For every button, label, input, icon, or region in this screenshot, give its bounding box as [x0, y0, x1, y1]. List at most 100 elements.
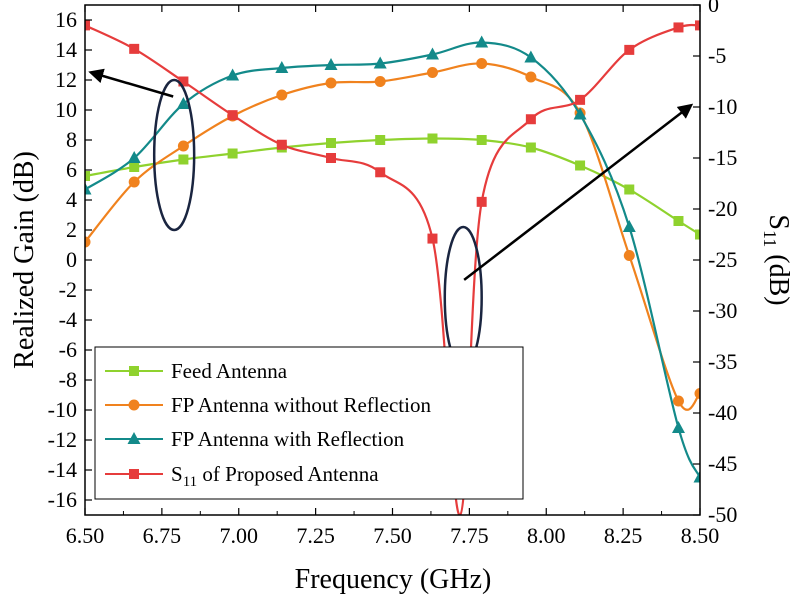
y-left-tick-label: 12: [55, 67, 77, 92]
data-point-fp-without: [694, 388, 700, 399]
legend-marker-fp-with: [127, 432, 141, 444]
data-point-fp-without: [276, 89, 288, 101]
data-point-feed: [375, 135, 386, 145]
y-left-tick-label: -6: [59, 337, 77, 362]
legend-marker-feed: [129, 366, 139, 376]
data-point-fp-without: [85, 236, 91, 248]
data-point-s11: [326, 153, 336, 163]
legend-label-feed: Feed Antenna: [171, 359, 288, 383]
legend-box: [94, 346, 524, 500]
x-tick-label: 7.50: [373, 523, 412, 548]
series-feed: [85, 133, 700, 240]
x-axis-title: Frequency (GHz): [295, 564, 492, 595]
y-right-tick-label: -5: [708, 43, 726, 68]
y-left-tick-label: -12: [48, 427, 77, 452]
y-left-tick-label: 16: [55, 7, 77, 32]
data-point-fp-with: [373, 56, 387, 69]
data-point-fp-with: [275, 61, 289, 73]
y-right-axis-title-tail: (dB): [763, 247, 794, 305]
data-point-feed: [673, 216, 684, 226]
data-point-fp-without: [177, 140, 189, 152]
data-point-fp-with: [671, 421, 685, 433]
y-left-axis-title: Realized Gain (dB): [9, 151, 40, 369]
data-point-feed: [129, 162, 140, 172]
legend: Feed Antenna FP Antenna without Reflecti…: [94, 346, 524, 500]
y-left-tick-label: -8: [59, 367, 77, 392]
x-tick-label: 6.75: [143, 523, 182, 548]
y-right-axis-title: S11 (dB): [760, 214, 794, 305]
y-right-tick-label: -40: [708, 400, 737, 425]
y-right-tick-label: -10: [708, 94, 737, 119]
y-left-tick-label: 6: [66, 157, 77, 182]
data-point-feed: [695, 229, 700, 240]
y-right-tick-label: -15: [708, 145, 737, 170]
y-left-tick-label: -2: [59, 277, 77, 302]
data-point-s11: [624, 44, 635, 55]
y-left-tick-label: -14: [48, 457, 77, 482]
x-tick-label: 7.75: [450, 523, 489, 548]
x-tick-label: 6.50: [66, 523, 105, 548]
data-point-fp-without: [128, 176, 140, 188]
data-point-fp-without: [374, 76, 386, 87]
annotation-layer: [88, 68, 694, 370]
data-point-fp-with: [524, 50, 538, 63]
data-point-fp-with: [425, 47, 439, 60]
legend-label-fp-without: FP Antenna without Reflection: [171, 393, 431, 417]
x-tick-label: 8.25: [604, 523, 643, 548]
data-point-s11: [575, 94, 586, 105]
data-point-fp-without: [623, 250, 635, 261]
y-right-tick-label: -45: [708, 451, 737, 476]
data-point-fp-with: [226, 68, 240, 81]
data-point-s11: [375, 167, 386, 178]
y-right-tick-label: -50: [708, 502, 737, 527]
data-point-feed: [326, 138, 336, 148]
legend-entry-s11: S11 of Proposed Antenna: [105, 462, 379, 490]
data-point-s11: [476, 196, 487, 207]
y-left-tick-label: 8: [66, 127, 77, 152]
data-point-fp-with: [693, 470, 700, 483]
legend-entry-fp-without: FP Antenna without Reflection: [105, 393, 431, 417]
data-point-fp-without: [476, 58, 488, 69]
data-point-fp-with: [324, 58, 338, 70]
y-right-tick-label: 0: [708, 0, 719, 17]
axis-layer: 6.50 6.75 7.00 7.25 7.50 7.75 8.00 8.25 8.50 16 14…: [48, 0, 738, 548]
data-point-s11: [178, 76, 189, 87]
annotation-ellipse: [152, 78, 196, 232]
annotation-arrow: [463, 103, 694, 281]
y-left-tick-label: -16: [48, 487, 77, 512]
y-left-tick-label: 4: [66, 187, 77, 212]
legend-label-s11-sub: 11: [183, 474, 197, 490]
data-point-fp-without: [525, 71, 537, 83]
legend-label-fp-with: FP Antenna with Reflection: [171, 427, 405, 451]
data-point-feed: [178, 154, 189, 165]
y-right-axis-title-main: S: [763, 214, 794, 230]
data-point-s11: [525, 114, 536, 125]
y-right-tick-label: -20: [708, 196, 737, 221]
data-point-feed: [85, 171, 90, 181]
data-point-s11: [227, 110, 238, 121]
y-left-tick-label: 2: [66, 217, 77, 242]
y-right-axis-title-sub: 11: [760, 230, 780, 247]
annotation-arrow: [88, 68, 174, 98]
y-left-tick-label: 10: [55, 97, 77, 122]
data-point-fp-with: [85, 182, 92, 195]
data-point-fp-with: [573, 107, 587, 120]
data-point-fp-with: [176, 97, 190, 109]
x-tick-label: 7.25: [296, 523, 335, 548]
data-point-fp-without: [672, 395, 684, 407]
data-point-feed: [525, 142, 536, 153]
data-point-fp-without: [325, 77, 337, 89]
data-point-feed: [476, 135, 487, 145]
y-left-tick-label: 14: [55, 37, 77, 62]
data-point-fp-with: [475, 35, 489, 48]
data-point-s11: [129, 43, 140, 54]
x-tick-label: 8.00: [527, 523, 566, 548]
y-left-tick-label: 0: [66, 247, 77, 272]
data-point-s11: [673, 22, 684, 33]
data-point-feed: [227, 148, 238, 159]
data-point-s11: [695, 20, 700, 31]
y-left-tick-label: -10: [48, 397, 77, 422]
legend-marker-fp-without: [128, 399, 140, 411]
y-right-tick-label: -35: [708, 349, 737, 374]
